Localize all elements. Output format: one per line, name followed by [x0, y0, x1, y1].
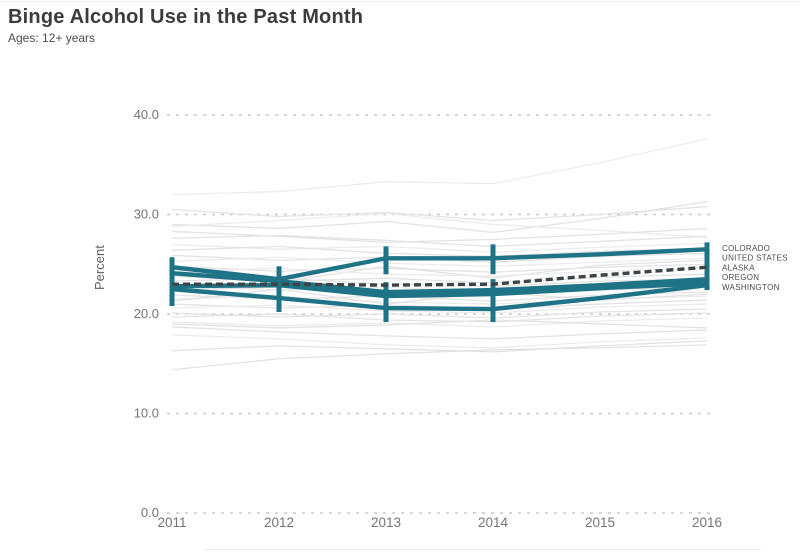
series-line-washington: [169, 282, 710, 312]
series-line-united-states: [172, 265, 708, 287]
y-tick-label: 10.0: [134, 406, 159, 421]
series-line-alaska: [169, 271, 710, 295]
background-state-line: [171, 200, 708, 234]
background-state-line: [171, 245, 708, 257]
bottom-divider-line: [205, 549, 761, 550]
background-state-line: [171, 303, 708, 314]
background-state-line: [171, 308, 708, 319]
background-state-line: [171, 312, 708, 323]
y-tick-label: 20.0: [134, 306, 159, 321]
series-label-alaska: ALASKA: [722, 263, 755, 272]
chart-header: Binge Alcohol Use in the Past Month Ages…: [8, 6, 363, 45]
x-axis-tick-labels-group: 2011 2012 2013 2014 2015 2016: [157, 515, 722, 530]
background-state-line: [171, 267, 708, 277]
y-tick-label: 40.0: [134, 107, 159, 122]
gridlines-group: [167, 114, 710, 514]
y-axis-tick-labels-group: 0.0 10.0 20.0 30.0 40.0: [134, 107, 159, 520]
background-state-line: [171, 256, 708, 267]
background-state-line: [171, 205, 708, 222]
series-line-colorado: [169, 247, 710, 282]
window-top-edge: [0, 1, 800, 2]
series-label-united-states: UNITED STATES: [722, 254, 788, 263]
x-tick-label-2016: 2016: [692, 515, 722, 530]
y-tick-label: 30.0: [134, 207, 159, 222]
x-tick-label-2011: 2011: [157, 515, 186, 530]
y-tick-label: 0.0: [141, 505, 159, 520]
x-tick-label-2013: 2013: [371, 515, 401, 530]
background-state-line: [171, 263, 708, 273]
background-state-line: [171, 319, 708, 329]
chart-subtitle: Ages: 12+ years: [8, 31, 96, 45]
background-state-line: [171, 234, 708, 247]
background-state-line: [171, 340, 708, 353]
highlighted-series-group: [169, 247, 710, 312]
background-state-line: [171, 326, 708, 340]
background-state-line: [171, 138, 708, 196]
background-state-line: [171, 212, 708, 239]
series-label-washington: WASHINGTON: [722, 283, 780, 292]
chart-title: Binge Alcohol Use in the Past Month: [8, 6, 364, 28]
x-tick-label-2014: 2014: [478, 515, 509, 530]
background-state-line: [171, 344, 708, 371]
background-state-line: [171, 288, 708, 305]
x-tick-label-2012: 2012: [264, 515, 294, 530]
background-state-line: [171, 334, 708, 349]
background-state-line: [171, 242, 708, 253]
series-label-colorado: COLORADO: [722, 244, 770, 253]
x-tick-label-2015: 2015: [585, 515, 615, 530]
series-label-oregon: OREGON: [722, 273, 759, 282]
background-state-line: [171, 317, 708, 328]
